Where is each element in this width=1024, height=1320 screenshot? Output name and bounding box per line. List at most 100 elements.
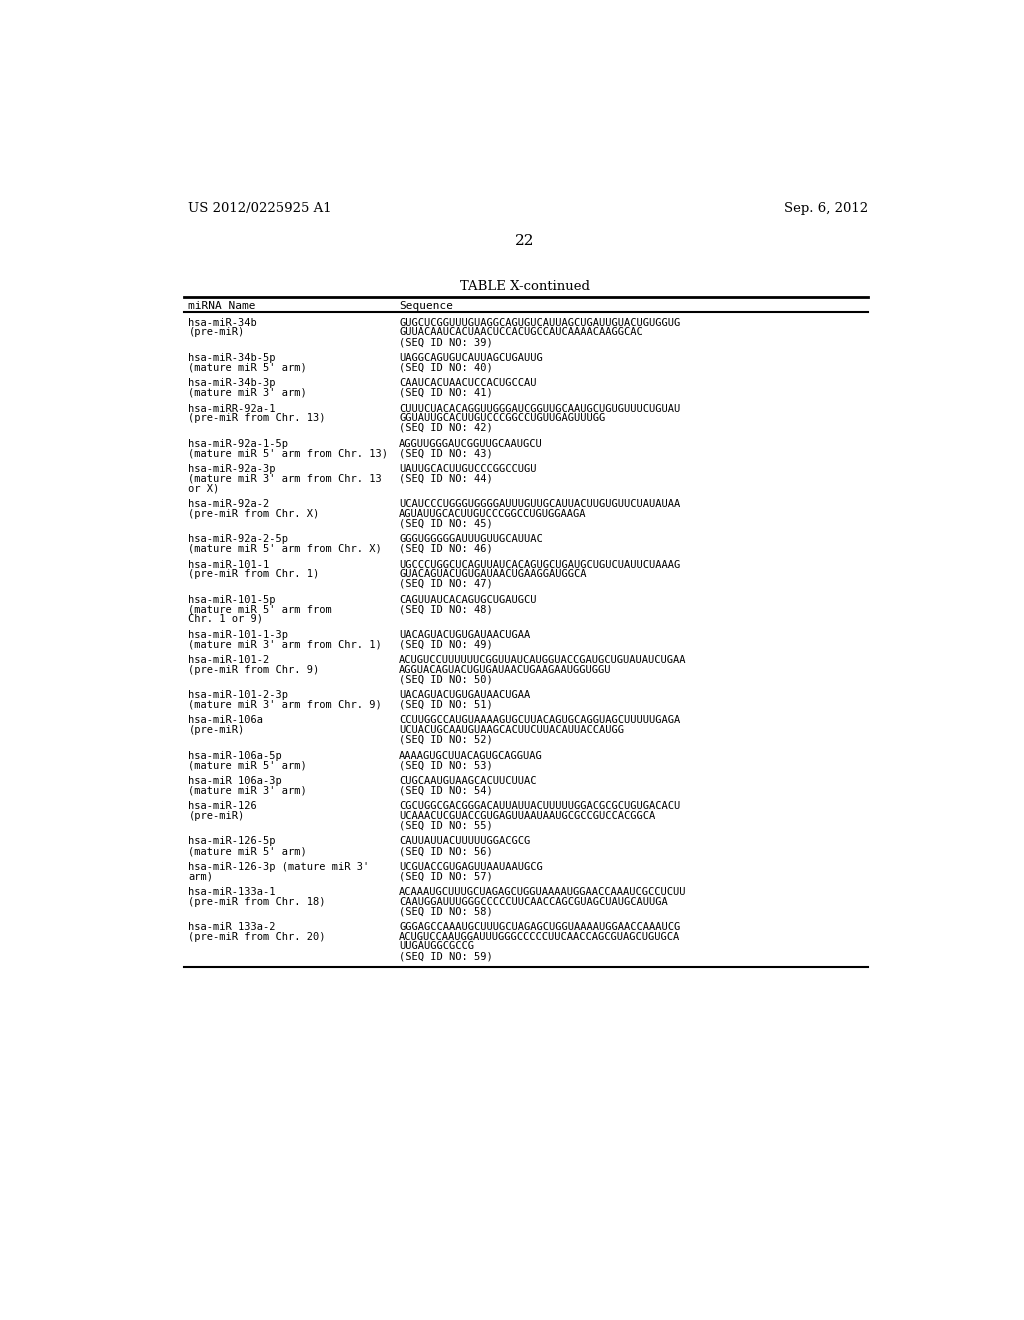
Text: miRNA Name: miRNA Name [188,301,256,310]
Text: (mature miR 3' arm from Chr. 1): (mature miR 3' arm from Chr. 1) [188,639,382,649]
Text: arm): arm) [188,871,213,882]
Text: (SEQ ID NO: 45): (SEQ ID NO: 45) [399,519,493,528]
Text: UACAGUACUGUGAUAACUGAA: UACAGUACUGUGAUAACUGAA [399,630,530,640]
Text: hsa-miR-126-3p (mature miR 3': hsa-miR-126-3p (mature miR 3' [188,862,370,871]
Text: (pre-miR from Chr. 20): (pre-miR from Chr. 20) [188,932,326,942]
Text: 22: 22 [515,234,535,248]
Text: CAAUCACUAACUCCACUGCCAU: CAAUCACUAACUCCACUGCCAU [399,379,537,388]
Text: hsa-miR-34b-3p: hsa-miR-34b-3p [188,379,275,388]
Text: hsa-miR 133a-2: hsa-miR 133a-2 [188,923,275,932]
Text: GUUACAAUCACUAACUCCACUGCCAUCAAAACAAGGCAC: GUUACAAUCACUAACUCCACUGCCAUCAAAACAAGGCAC [399,327,643,338]
Text: (SEQ ID NO: 44): (SEQ ID NO: 44) [399,474,493,483]
Text: TABLE X-continued: TABLE X-continued [460,280,590,293]
Text: (pre-miR): (pre-miR) [188,725,245,735]
Text: (mature miR 3' arm): (mature miR 3' arm) [188,785,307,796]
Text: hsa-miR-101-1-3p: hsa-miR-101-1-3p [188,630,289,640]
Text: (pre-miR from Chr. 9): (pre-miR from Chr. 9) [188,665,319,675]
Text: Chr. 1 or 9): Chr. 1 or 9) [188,614,263,624]
Text: AGGUUGGGAUCGGUUGCAAUGCU: AGGUUGGGAUCGGUUGCAAUGCU [399,438,543,449]
Text: hsa-miR-126: hsa-miR-126 [188,801,257,812]
Text: (SEQ ID NO: 46): (SEQ ID NO: 46) [399,544,493,554]
Text: (SEQ ID NO: 48): (SEQ ID NO: 48) [399,605,493,614]
Text: UUGAUGGCGCCG: UUGAUGGCGCCG [399,941,474,952]
Text: CAGUUAUCACAGUGCUGAUGCU: CAGUUAUCACAGUGCUGAUGCU [399,594,537,605]
Text: CUUUCUACACAGGUUGGGAUCGGUUGCAAUGCUGUGUUUCUGUAU: CUUUCUACACAGGUUGGGAUCGGUUGCAAUGCUGUGUUUC… [399,404,681,413]
Text: AGGUACAGUACUGUGAUAACUGAAGAAUGGUGGU: AGGUACAGUACUGUGAUAACUGAAGAAUGGUGGU [399,665,611,675]
Text: (SEQ ID NO: 55): (SEQ ID NO: 55) [399,821,493,830]
Text: hsa-miR-92a-1-5p: hsa-miR-92a-1-5p [188,438,289,449]
Text: hsa-miR-34b: hsa-miR-34b [188,318,257,327]
Text: (SEQ ID NO: 53): (SEQ ID NO: 53) [399,760,493,770]
Text: Sequence: Sequence [399,301,454,310]
Text: CAUUAUUACUUUUUGGACGCG: CAUUAUUACUUUUUGGACGCG [399,837,530,846]
Text: (SEQ ID NO: 56): (SEQ ID NO: 56) [399,846,493,855]
Text: hsa-miR-101-2-3p: hsa-miR-101-2-3p [188,690,289,700]
Text: (pre-miR from Chr. 13): (pre-miR from Chr. 13) [188,413,326,424]
Text: AAAAGUGCUUACAGUGCAGGUAG: AAAAGUGCUUACAGUGCAGGUAG [399,751,543,760]
Text: hsa-miR 106a-3p: hsa-miR 106a-3p [188,776,283,785]
Text: (SEQ ID NO: 58): (SEQ ID NO: 58) [399,907,493,916]
Text: hsa-miR-92a-2: hsa-miR-92a-2 [188,499,269,510]
Text: (mature miR 5' arm): (mature miR 5' arm) [188,846,307,855]
Text: (SEQ ID NO: 43): (SEQ ID NO: 43) [399,449,493,458]
Text: (mature miR 5' arm from Chr. 13): (mature miR 5' arm from Chr. 13) [188,449,388,458]
Text: (SEQ ID NO: 57): (SEQ ID NO: 57) [399,871,493,882]
Text: UCUACUGCAAUGUAAGCACUUCUUACAUUACCAUGG: UCUACUGCAAUGUAAGCACUUCUUACAUUACCAUGG [399,725,625,735]
Text: US 2012/0225925 A1: US 2012/0225925 A1 [188,202,332,215]
Text: GUACAGUACUGUGAUAACUGAAGGAUGGCA: GUACAGUACUGUGAUAACUGAAGGAUGGCA [399,569,587,579]
Text: (mature miR 5' arm): (mature miR 5' arm) [188,363,307,372]
Text: (pre-miR from Chr. 1): (pre-miR from Chr. 1) [188,569,319,579]
Text: CCUUGGCCAUGUAAAAGUGCUUACAGUGCAGGUAGCUUUUUGAGA: CCUUGGCCAUGUAAAAGUGCUUACAGUGCAGGUAGCUUUU… [399,715,681,726]
Text: (mature miR 5' arm from Chr. X): (mature miR 5' arm from Chr. X) [188,544,382,554]
Text: (SEQ ID NO: 39): (SEQ ID NO: 39) [399,337,493,347]
Text: ACUGUCCUUUUUUCGGUUAUCAUGGUACCGAUGCUGUAUAUCUGAA: ACUGUCCUUUUUUCGGUUAUCAUGGUACCGAUGCUGUAUA… [399,655,687,665]
Text: (SEQ ID NO: 52): (SEQ ID NO: 52) [399,735,493,744]
Text: UCAUCCCUGGGUGGGGAUUUGUUGCAUUACUUGUGUUCUAUAUAA: UCAUCCCUGGGUGGGGAUUUGUUGCAUUACUUGUGUUCUA… [399,499,681,510]
Text: (SEQ ID NO: 47): (SEQ ID NO: 47) [399,578,493,589]
Text: UAGGCAGUGUCAUUAGCUGAUUG: UAGGCAGUGUCAUUAGCUGAUUG [399,352,543,363]
Text: hsa-miR-92a-2-5p: hsa-miR-92a-2-5p [188,535,289,544]
Text: hsa-miR-92a-3p: hsa-miR-92a-3p [188,465,275,474]
Text: (mature miR 5' arm): (mature miR 5' arm) [188,760,307,770]
Text: hsa-miR-133a-1: hsa-miR-133a-1 [188,887,275,898]
Text: UGCCCUGGCUCAGUUAUCACAGUGCUGAUGCUGUCUAUUCUAAAG: UGCCCUGGCUCAGUUAUCACAGUGCUGAUGCUGUCUAUUC… [399,560,681,569]
Text: Sep. 6, 2012: Sep. 6, 2012 [784,202,868,215]
Text: hsa-miR-106a: hsa-miR-106a [188,715,263,726]
Text: UAUUGCACUUGUCCCGGCCUGU: UAUUGCACUUGUCCCGGCCUGU [399,465,537,474]
Text: ACUGUCCAAUGGAUUUGGGCCCCCUUCAACCAGCGUAGCUGUGCA: ACUGUCCAAUGGAUUUGGGCCCCCUUCAACCAGCGUAGCU… [399,932,681,942]
Text: hsa-miR-106a-5p: hsa-miR-106a-5p [188,751,283,760]
Text: GGUAUUGCACUUGUCCCGGCCUGUUGAGUUUGG: GGUAUUGCACUUGUCCCGGCCUGUUGAGUUUGG [399,413,605,424]
Text: ACAAAUGCUUUGCUAGAGCUGGUAAAAUGGAACCAAAUCGCCUCUU: ACAAAUGCUUUGCUAGAGCUGGUAAAAUGGAACCAAAUCG… [399,887,687,898]
Text: (pre-miR): (pre-miR) [188,810,245,821]
Text: CGCUGGCGACGGGACAUUAUUACUUUUUGGACGCGCUGUGACACU: CGCUGGCGACGGGACAUUAUUACUUUUUGGACGCGCUGUG… [399,801,681,812]
Text: (SEQ ID NO: 50): (SEQ ID NO: 50) [399,675,493,684]
Text: (SEQ ID NO: 59): (SEQ ID NO: 59) [399,952,493,961]
Text: hsa-miR-101-5p: hsa-miR-101-5p [188,594,275,605]
Text: UCGUACCGUGAGUUAAUAAUGCG: UCGUACCGUGAGUUAAUAAUGCG [399,862,543,871]
Text: (pre-miR from Chr. X): (pre-miR from Chr. X) [188,508,319,519]
Text: hsa-miR-101-2: hsa-miR-101-2 [188,655,269,665]
Text: (mature miR 5' arm from: (mature miR 5' arm from [188,605,332,614]
Text: hsa-miR-126-5p: hsa-miR-126-5p [188,837,275,846]
Text: hsa-miRR-92a-1: hsa-miRR-92a-1 [188,404,275,413]
Text: (SEQ ID NO: 41): (SEQ ID NO: 41) [399,388,493,397]
Text: UACAGUACUGUGAUAACUGAA: UACAGUACUGUGAUAACUGAA [399,690,530,700]
Text: hsa-miR-34b-5p: hsa-miR-34b-5p [188,352,275,363]
Text: (mature miR 3' arm): (mature miR 3' arm) [188,388,307,397]
Text: (SEQ ID NO: 40): (SEQ ID NO: 40) [399,363,493,372]
Text: GUGCUCGGUUUGUAGGCAGUGUCAUUAGCUGAUUGUACUGUGGUG: GUGCUCGGUUUGUAGGCAGUGUCAUUAGCUGAUUGUACUG… [399,318,681,327]
Text: (mature miR 3' arm from Chr. 13: (mature miR 3' arm from Chr. 13 [188,474,382,483]
Text: (SEQ ID NO: 42): (SEQ ID NO: 42) [399,422,493,433]
Text: (mature miR 3' arm from Chr. 9): (mature miR 3' arm from Chr. 9) [188,700,382,710]
Text: (SEQ ID NO: 49): (SEQ ID NO: 49) [399,639,493,649]
Text: (pre-miR): (pre-miR) [188,327,245,338]
Text: AGUAUUGCACUUGUCCCGGCCUGUGGAAGA: AGUAUUGCACUUGUCCCGGCCUGUGGAAGA [399,508,587,519]
Text: (SEQ ID NO: 54): (SEQ ID NO: 54) [399,785,493,796]
Text: CAAUGGAUUUGGGCCCCCUUCAACCAGCGUAGCUAUGCAUUGA: CAAUGGAUUUGGGCCCCCUUCAACCAGCGUAGCUAUGCAU… [399,896,668,907]
Text: GGGUGGGGGAUUUGUUGCAUUAC: GGGUGGGGGAUUUGUUGCAUUAC [399,535,543,544]
Text: (pre-miR from Chr. 18): (pre-miR from Chr. 18) [188,896,326,907]
Text: hsa-miR-101-1: hsa-miR-101-1 [188,560,269,569]
Text: GGGAGCCAAAUGCUUUGCUAGAGCUGGUAAAAUGGAACCAAAUCG: GGGAGCCAAAUGCUUUGCUAGAGCUGGUAAAAUGGAACCA… [399,923,681,932]
Text: CUGCAAUGUAAGCACUUCUUAC: CUGCAAUGUAAGCACUUCUUAC [399,776,537,785]
Text: (SEQ ID NO: 51): (SEQ ID NO: 51) [399,700,493,710]
